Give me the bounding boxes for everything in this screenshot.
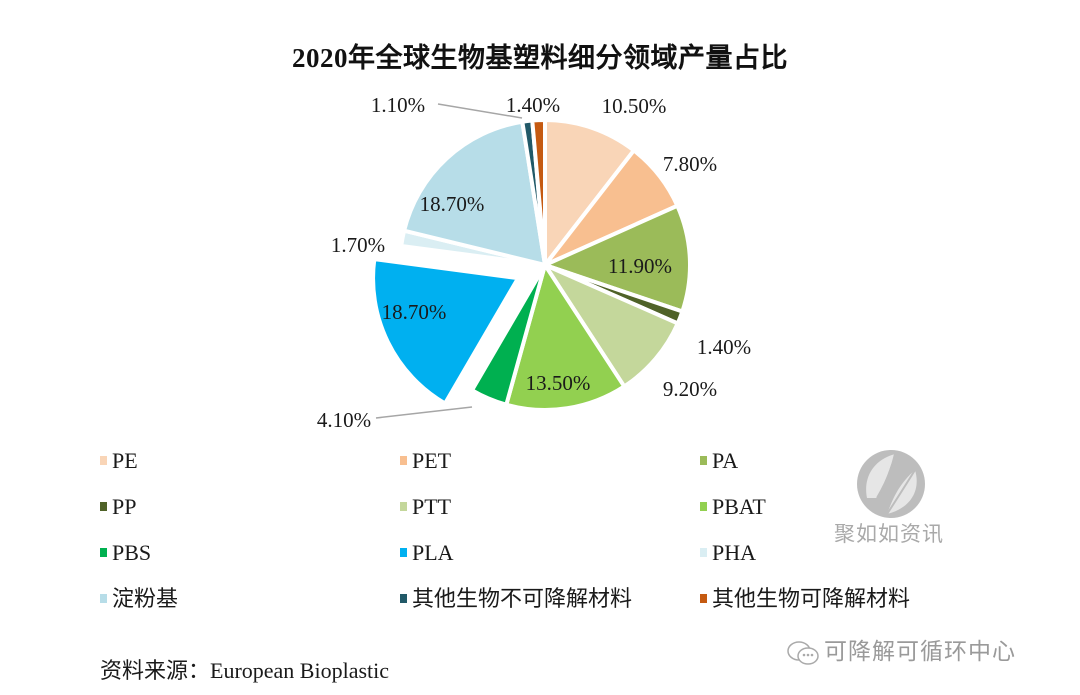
data-label-8: 1.70% [331,233,385,257]
legend-swatch-icon [700,548,707,558]
legend-label: PP [112,494,137,519]
data-label-5: 13.50% [526,371,591,395]
legend-item: PET [400,448,451,474]
wechat-account-name: 可降解可循环中心 [824,639,1016,665]
pie-slice-7 [371,256,522,407]
legend-swatch-icon [400,456,407,466]
source-note: 资料来源：European Bioplastic [100,658,390,683]
data-labels: 10.50% 7.80% 11.90% 1.40% 9.20% 13.50% 4.10% 18… [317,93,751,432]
leader-line-6 [375,406,473,419]
pie-slice-0 [543,117,637,271]
legend-item: 淀粉基 [100,586,178,612]
legend-swatch-icon [100,594,107,604]
wechat-icon [787,640,819,665]
watermark-text: 聚如如资讯 [834,522,944,546]
pie-slice-11 [530,117,547,266]
legend-swatch-icon [100,548,107,558]
legend-item: 其他生物不可降解材料 [400,586,632,612]
legend-item: PLA [400,540,454,566]
pie-slice-9 [401,119,548,268]
legend-swatch-icon [400,502,407,512]
legend-swatch-icon [700,502,707,512]
legend-label: PBS [112,540,152,565]
data-label-1: 7.80% [663,152,717,176]
legend-swatch-icon [400,594,407,604]
data-label-6: 4.10% [317,408,371,432]
chart-title: 2020年全球生物基塑料细分领域产量占比 [292,43,788,73]
pie-chart: 10.50% 7.80% 11.90% 1.40% 9.20% 13.50% 4.10% 18… [317,93,751,432]
legend-swatch-icon [700,456,707,466]
data-label-3: 1.40% [697,335,751,359]
data-label-4: 9.20% [663,377,717,401]
legend-label: PBAT [712,494,766,519]
data-label-0: 10.50% [602,94,667,118]
legend-label: PA [712,448,739,473]
leader-lines [375,103,523,419]
pie-slice-2 [539,203,692,315]
legend-swatch-icon [400,548,407,558]
data-label-11: 1.40% [506,93,560,117]
legend-label: 其他生物可降解材料 [712,586,911,611]
pie-slice-6 [469,263,547,408]
legend-item: PTT [400,494,451,520]
legend-swatch-icon [100,502,107,512]
watermark-leaf-logo-icon [857,450,925,518]
legend-label: PET [412,448,452,473]
data-label-7: 18.70% [382,300,447,324]
legend-label: PLA [412,540,454,565]
legend-item: PBAT [700,494,766,520]
pie-slices [371,117,692,412]
data-label-2: 11.90% [608,254,672,278]
data-label-9: 18.70% [420,192,485,216]
legend-item: PP [100,494,136,520]
legend-swatch-icon [700,594,707,604]
data-label-10: 1.10% [371,93,425,117]
legend-label: 其他生物不可降解材料 [412,586,633,611]
wechat-watermark: 可降解可循环中心 [786,632,1016,666]
legend-label: PHA [712,540,757,565]
leader-line-10 [437,103,523,119]
legend-item: PBS [100,540,151,566]
legend-item: PE [100,448,138,474]
legend-label: PE [112,448,138,473]
legend-label: 淀粉基 [112,586,179,611]
legend-label: PTT [412,494,452,519]
legend-item: PHA [700,540,756,566]
legend-item: 其他生物可降解材料 [700,586,910,612]
legend-swatch-icon [100,456,107,466]
legend-item: PA [700,448,738,474]
